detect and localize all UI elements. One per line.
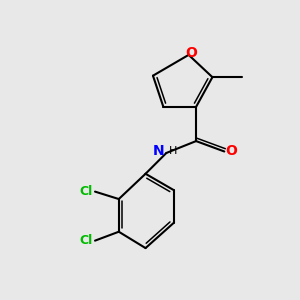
Text: Cl: Cl — [80, 185, 93, 198]
Text: Cl: Cl — [80, 234, 93, 247]
Text: O: O — [186, 46, 197, 59]
Text: N: N — [153, 145, 165, 158]
Text: O: O — [225, 145, 237, 158]
Text: H: H — [169, 146, 177, 157]
